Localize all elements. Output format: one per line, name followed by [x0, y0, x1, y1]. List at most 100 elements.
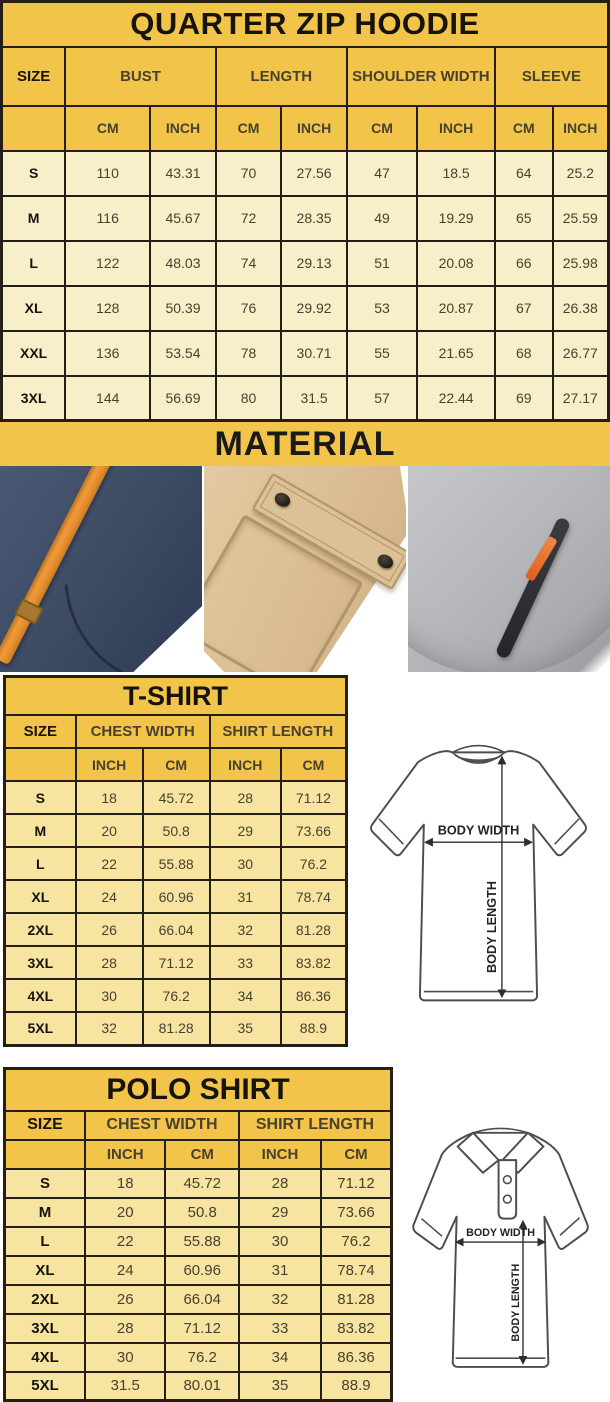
body-length-label: BODY LENGTH [510, 1263, 522, 1341]
unit-header-cm: CM [65, 106, 150, 151]
body-width-label: BODY WIDTH [466, 1227, 535, 1239]
value-cell: 25.59 [553, 196, 609, 241]
value-cell: 86.36 [321, 1343, 391, 1372]
value-cell: 34 [210, 979, 281, 1012]
col-header-length: LENGTH [216, 47, 347, 106]
value-cell: 51 [347, 241, 417, 286]
polo-section: POLO SHIRT SIZE CHEST WIDTH SHIRT LENGTH… [0, 1067, 610, 1402]
value-cell: 80.01 [165, 1372, 239, 1401]
value-cell: 50.8 [165, 1198, 239, 1227]
value-cell: 30 [85, 1343, 165, 1372]
unit-header-cm: CM [143, 748, 210, 781]
material-header-band: MATERIAL [0, 422, 610, 466]
value-cell: 78 [216, 331, 282, 376]
value-cell: 30 [76, 979, 143, 1012]
value-cell: 21.65 [417, 331, 495, 376]
size-cell: 3XL [2, 376, 66, 421]
value-cell: 45.67 [150, 196, 216, 241]
unit-header-inch: INCH [281, 106, 347, 151]
size-cell: M [5, 1198, 85, 1227]
value-cell: 60.96 [165, 1256, 239, 1285]
unit-header-inch: INCH [417, 106, 495, 151]
value-cell: 18 [85, 1169, 165, 1198]
unit-header-cm: CM [347, 106, 417, 151]
value-cell: 76.2 [143, 979, 210, 1012]
value-cell: 30 [239, 1227, 321, 1256]
size-cell: M [5, 814, 76, 847]
value-cell: 81.28 [143, 1012, 210, 1045]
value-cell: 50.39 [150, 286, 216, 331]
tshirt-size-table: T-SHIRT SIZE CHEST WIDTH SHIRT LENGTH IN… [3, 675, 348, 1047]
value-cell: 71.12 [165, 1314, 239, 1343]
value-cell: 83.82 [321, 1314, 391, 1343]
value-cell: 22 [76, 847, 143, 880]
col-header-bust: BUST [65, 47, 216, 106]
value-cell: 45.72 [143, 781, 210, 814]
value-cell: 55 [347, 331, 417, 376]
hoodie-title-row: QUARTER ZIP HOODIE [2, 2, 609, 47]
value-cell: 25.2 [553, 151, 609, 196]
value-cell: 26 [85, 1285, 165, 1314]
size-cell: 5XL [5, 1372, 85, 1401]
photo-navy-fleece-orange-drawstring [0, 466, 202, 672]
tshirt-unit-header-row: INCH CM INCH CM [5, 748, 347, 781]
value-cell: 29.92 [281, 286, 347, 331]
body-length-label: BODY LENGTH [485, 881, 499, 973]
value-cell: 30.71 [281, 331, 347, 376]
value-cell: 57 [347, 376, 417, 421]
size-cell: 2XL [5, 913, 76, 946]
size-cell: L [5, 1227, 85, 1256]
value-cell: 20.87 [417, 286, 495, 331]
value-cell: 72 [216, 196, 282, 241]
value-cell: 60.96 [143, 880, 210, 913]
neck-ribbing [452, 746, 505, 753]
value-cell: 29 [210, 814, 281, 847]
value-cell: 144 [65, 376, 150, 421]
value-cell: 28.35 [281, 196, 347, 241]
polo-diagram: BODY WIDTH BODY LENGTH [402, 1103, 602, 1387]
polo-title: POLO SHIRT [5, 1068, 392, 1111]
hoodie-unit-header-row: CM INCH CM INCH CM INCH CM INCH [2, 106, 609, 151]
polo-group-header-row: SIZE CHEST WIDTH SHIRT LENGTH [5, 1111, 392, 1140]
value-cell: 31.5 [281, 376, 347, 421]
value-cell: 20 [76, 814, 143, 847]
pocket-group [204, 466, 406, 672]
value-cell: 26.38 [553, 286, 609, 331]
value-cell: 31 [239, 1256, 321, 1285]
col-header-shirt-length: SHIRT LENGTH [239, 1111, 392, 1140]
col-header-size: SIZE [2, 47, 66, 106]
value-cell: 71.12 [143, 946, 210, 979]
value-cell: 35 [210, 1012, 281, 1045]
col-header-chest-width: CHEST WIDTH [85, 1111, 239, 1140]
value-cell: 76 [216, 286, 282, 331]
value-cell: 88.9 [321, 1372, 391, 1401]
value-cell: 22.44 [417, 376, 495, 421]
value-cell: 47 [347, 151, 417, 196]
unit-header-inch: INCH [210, 748, 281, 781]
empty-cell [5, 1140, 85, 1169]
unit-header-cm: CM [321, 1140, 391, 1169]
value-cell: 34 [239, 1343, 321, 1372]
polo-diagram-container: BODY WIDTH BODY LENGTH [393, 1067, 610, 1387]
size-cell: 2XL [5, 1285, 85, 1314]
value-cell: 71.12 [321, 1169, 391, 1198]
col-header-chest-width: CHEST WIDTH [76, 715, 210, 748]
size-cell: 3XL [5, 946, 76, 979]
button-placket [498, 1160, 516, 1219]
material-photos-row [0, 466, 610, 672]
value-cell: 32 [210, 913, 281, 946]
tshirt-group-header-row: SIZE CHEST WIDTH SHIRT LENGTH [5, 715, 347, 748]
